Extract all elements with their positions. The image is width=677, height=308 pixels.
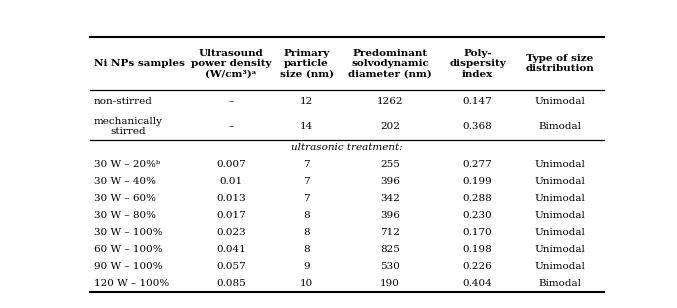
Text: 9: 9	[303, 262, 310, 271]
Text: 12: 12	[300, 97, 313, 106]
Text: 202: 202	[380, 122, 400, 131]
Text: 7: 7	[303, 177, 310, 186]
Text: 30 W – 40%: 30 W – 40%	[94, 177, 156, 186]
Text: Unimodal: Unimodal	[534, 177, 585, 186]
Text: 0.288: 0.288	[462, 194, 492, 203]
Text: 0.230: 0.230	[462, 211, 492, 220]
Text: 396: 396	[380, 177, 400, 186]
Text: Unimodal: Unimodal	[534, 228, 585, 237]
Text: 0.404: 0.404	[462, 279, 492, 288]
Text: 0.368: 0.368	[462, 122, 492, 131]
Text: non-stirred: non-stirred	[94, 97, 153, 106]
Text: 396: 396	[380, 211, 400, 220]
Text: 7: 7	[303, 194, 310, 203]
Text: 30 W – 60%: 30 W – 60%	[94, 194, 156, 203]
Text: Bimodal: Bimodal	[538, 279, 581, 288]
Text: Poly-
dispersity
index: Poly- dispersity index	[449, 49, 506, 79]
Text: 10: 10	[300, 279, 313, 288]
Text: 30 W – 100%: 30 W – 100%	[94, 228, 162, 237]
Text: Unimodal: Unimodal	[534, 211, 585, 220]
Text: Unimodal: Unimodal	[534, 245, 585, 254]
Text: 0.170: 0.170	[462, 228, 492, 237]
Text: 530: 530	[380, 262, 400, 271]
Text: 0.198: 0.198	[462, 245, 492, 254]
Text: Ultrasound
power density
(W/cm³)ᵃ: Ultrasound power density (W/cm³)ᵃ	[191, 49, 271, 79]
Text: 14: 14	[300, 122, 313, 131]
Text: 90 W – 100%: 90 W – 100%	[94, 262, 162, 271]
Text: 0.277: 0.277	[462, 160, 492, 168]
Text: 8: 8	[303, 228, 310, 237]
Text: Unimodal: Unimodal	[534, 97, 585, 106]
Text: Unimodal: Unimodal	[534, 160, 585, 168]
Text: Ni NPs samples: Ni NPs samples	[94, 59, 185, 68]
Text: 825: 825	[380, 245, 400, 254]
Text: 1262: 1262	[377, 97, 403, 106]
Text: –: –	[229, 122, 234, 131]
Text: –: –	[229, 97, 234, 106]
Text: 8: 8	[303, 211, 310, 220]
Text: 0.017: 0.017	[217, 211, 246, 220]
Text: ultrasonic treatment:: ultrasonic treatment:	[291, 143, 403, 152]
Text: 0.007: 0.007	[217, 160, 246, 168]
Text: Unimodal: Unimodal	[534, 194, 585, 203]
Text: 0.085: 0.085	[217, 279, 246, 288]
Text: 0.226: 0.226	[462, 262, 492, 271]
Text: mechanically
stirred: mechanically stirred	[94, 117, 163, 136]
Text: Bimodal: Bimodal	[538, 122, 581, 131]
Text: 0.199: 0.199	[462, 177, 492, 186]
Text: 0.023: 0.023	[217, 228, 246, 237]
Text: Type of size
distribution: Type of size distribution	[525, 54, 594, 73]
Text: 255: 255	[380, 160, 400, 168]
Text: Predominant
solvodynamic
diameter (nm): Predominant solvodynamic diameter (nm)	[348, 49, 432, 79]
Text: 30 W – 20%ᵇ: 30 W – 20%ᵇ	[94, 160, 160, 168]
Text: 712: 712	[380, 228, 400, 237]
Text: 0.013: 0.013	[217, 194, 246, 203]
Text: 342: 342	[380, 194, 400, 203]
Text: 30 W – 80%: 30 W – 80%	[94, 211, 156, 220]
Text: Primary
particle
size (nm): Primary particle size (nm)	[280, 49, 334, 79]
Text: 0.01: 0.01	[219, 177, 243, 186]
Text: Unimodal: Unimodal	[534, 262, 585, 271]
Text: 120 W – 100%: 120 W – 100%	[94, 279, 169, 288]
Text: 0.147: 0.147	[462, 97, 492, 106]
Text: 0.041: 0.041	[217, 245, 246, 254]
Text: 7: 7	[303, 160, 310, 168]
Text: 8: 8	[303, 245, 310, 254]
Text: 60 W – 100%: 60 W – 100%	[94, 245, 162, 254]
Text: 190: 190	[380, 279, 400, 288]
Text: 0.057: 0.057	[217, 262, 246, 271]
